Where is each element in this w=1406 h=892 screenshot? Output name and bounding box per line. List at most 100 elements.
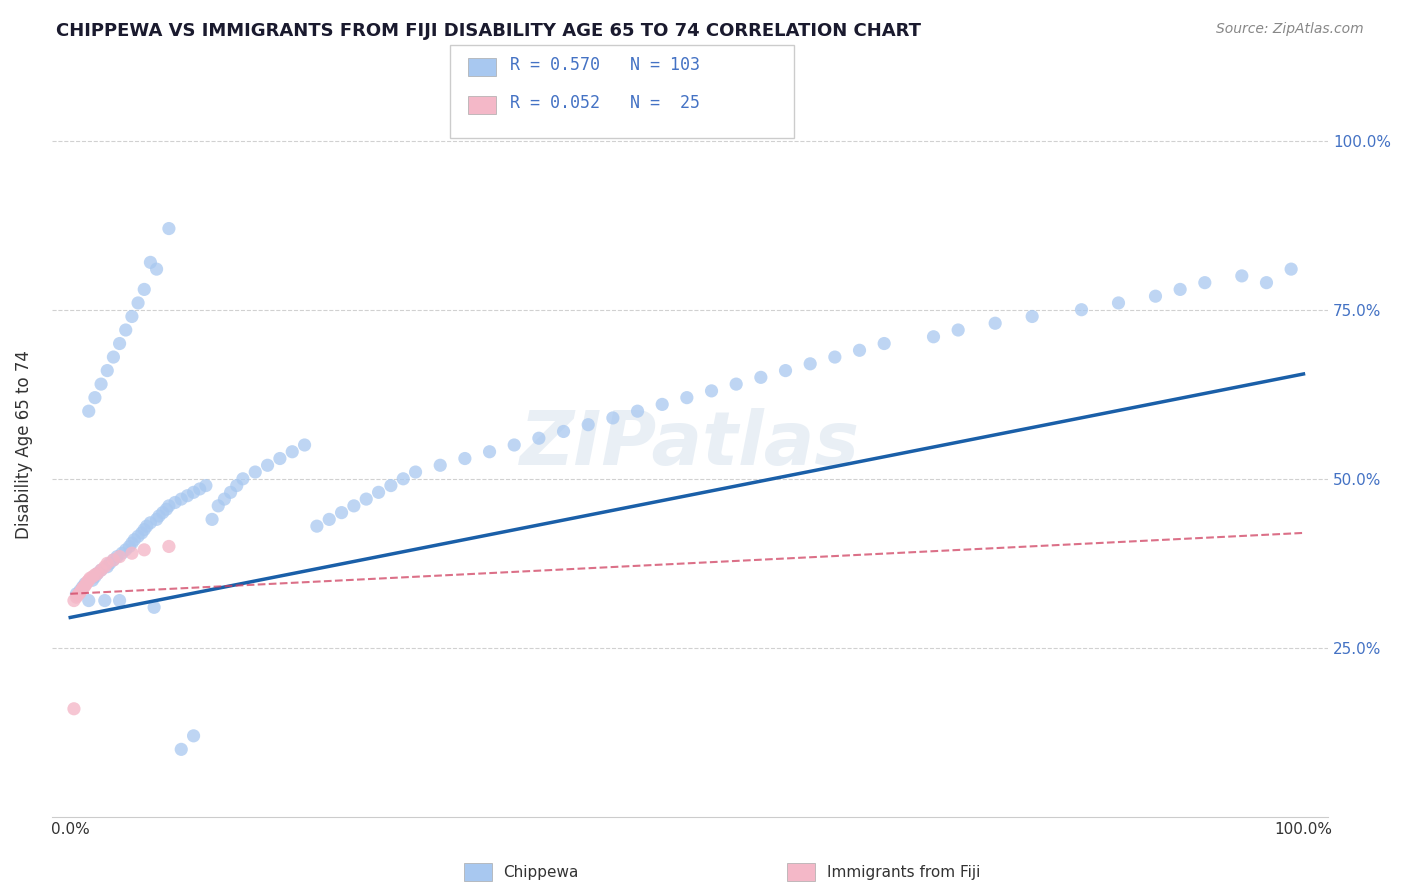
Point — [139, 516, 162, 530]
Text: R = 0.052   N =  25: R = 0.052 N = 25 — [510, 94, 700, 112]
Point — [134, 542, 156, 557]
Point — [127, 529, 149, 543]
Point — [121, 310, 143, 324]
Point — [256, 458, 278, 473]
Point — [775, 363, 797, 377]
Point — [1144, 289, 1167, 303]
Point — [873, 336, 896, 351]
Point — [63, 593, 86, 607]
Point — [207, 499, 229, 513]
Point — [96, 559, 118, 574]
Point — [602, 411, 624, 425]
Point — [77, 404, 100, 418]
Point — [75, 576, 97, 591]
Point — [749, 370, 772, 384]
Point — [725, 377, 748, 392]
Point — [84, 391, 107, 405]
Point — [503, 438, 526, 452]
Point — [183, 729, 205, 743]
Point — [77, 593, 100, 607]
Point — [111, 546, 134, 560]
Point — [157, 499, 180, 513]
Point — [86, 566, 108, 581]
Point — [478, 444, 501, 458]
Point — [114, 323, 136, 337]
Point — [157, 221, 180, 235]
Point — [148, 508, 170, 523]
Point — [65, 590, 87, 604]
Point — [77, 574, 100, 588]
Point — [108, 336, 131, 351]
Point — [90, 563, 112, 577]
Point — [1256, 276, 1278, 290]
Point — [676, 391, 699, 405]
Point — [96, 557, 118, 571]
Point — [134, 523, 156, 537]
Point — [143, 600, 166, 615]
Point — [66, 588, 89, 602]
Point — [946, 323, 969, 337]
Point — [170, 492, 193, 507]
Point — [700, 384, 723, 398]
Point — [354, 492, 377, 507]
Point — [84, 570, 107, 584]
Point — [86, 566, 108, 581]
Point — [121, 546, 143, 560]
Point — [1070, 302, 1092, 317]
Point — [69, 583, 91, 598]
Point — [305, 519, 328, 533]
Point — [124, 533, 146, 547]
Point — [1279, 262, 1302, 277]
Point — [165, 495, 187, 509]
Text: CHIPPEWA VS IMMIGRANTS FROM FIJI DISABILITY AGE 65 TO 74 CORRELATION CHART: CHIPPEWA VS IMMIGRANTS FROM FIJI DISABIL… — [56, 22, 921, 40]
Point — [90, 377, 112, 392]
Text: Chippewa: Chippewa — [503, 865, 579, 880]
Point — [1194, 276, 1216, 290]
Point — [1021, 310, 1043, 324]
Point — [1168, 282, 1191, 296]
Point — [135, 519, 157, 533]
Point — [82, 574, 104, 588]
Point — [98, 557, 121, 571]
Point — [118, 540, 141, 554]
Point — [96, 363, 118, 377]
Point — [1230, 268, 1253, 283]
Point — [82, 570, 104, 584]
Point — [824, 350, 846, 364]
Text: Source: ZipAtlas.com: Source: ZipAtlas.com — [1216, 22, 1364, 37]
Point — [65, 587, 87, 601]
Point — [67, 587, 90, 601]
Point — [134, 282, 156, 296]
Point — [626, 404, 648, 418]
Point — [139, 255, 162, 269]
Point — [194, 478, 217, 492]
Point — [553, 425, 575, 439]
Point — [429, 458, 451, 473]
Point — [245, 465, 267, 479]
Point — [176, 489, 198, 503]
Point — [576, 417, 599, 432]
Point — [214, 492, 236, 507]
Point — [108, 593, 131, 607]
Point — [131, 525, 153, 540]
Point — [79, 571, 101, 585]
Point — [152, 506, 174, 520]
Point — [799, 357, 821, 371]
Point — [922, 330, 945, 344]
Point — [72, 582, 94, 596]
Point — [380, 478, 402, 492]
Point — [94, 559, 117, 574]
Point — [281, 444, 304, 458]
Point — [527, 431, 550, 445]
Point — [269, 451, 291, 466]
Point — [392, 472, 415, 486]
Point — [651, 397, 673, 411]
Point — [73, 579, 96, 593]
Point — [108, 549, 131, 564]
Point — [984, 316, 1007, 330]
Point — [73, 576, 96, 591]
Point — [145, 262, 167, 277]
Point — [90, 563, 112, 577]
Point — [76, 574, 98, 589]
Point — [294, 438, 316, 452]
